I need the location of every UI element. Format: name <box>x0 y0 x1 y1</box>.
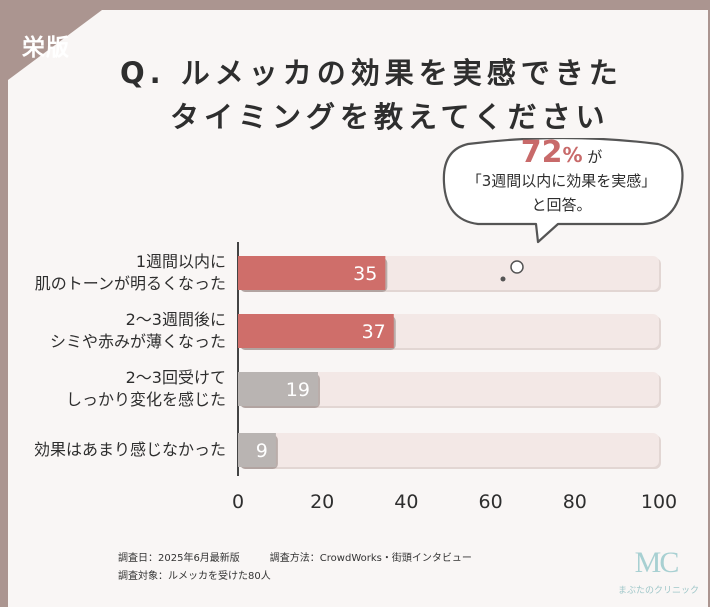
x-tick-label: 20 <box>310 491 334 513</box>
clinic-logo-name: まぶたのクリニック <box>618 586 700 596</box>
chart-title-line2: タイミングを教えてください <box>170 100 610 134</box>
decor-dot <box>500 276 506 282</box>
survey-card: 栄版 <box>8 10 708 607</box>
bar <box>238 256 386 290</box>
callout-ga: が <box>587 148 603 166</box>
bar-value-label: 19 <box>286 379 310 401</box>
decor-dot <box>510 260 524 274</box>
chart-title-line1: Q. ルメッカの効果を実感できた <box>120 56 623 90</box>
category-label-line: 肌のトーンが明るくなった <box>34 274 226 293</box>
category-label-line: 2〜3週間後に <box>125 310 226 329</box>
category-label: 2〜3週間後にシミや赤みが薄くなった <box>50 309 226 353</box>
category-label-line: 1週間以内に <box>135 252 226 271</box>
category-label-line: しっかり変化を感じた <box>65 390 226 409</box>
bar <box>238 433 276 467</box>
bar-value-label: 35 <box>353 263 377 285</box>
survey-info-line2: 調査対象：ルメッカを受けた80人 <box>118 571 271 582</box>
x-tick-label: 0 <box>232 491 244 513</box>
clinic-logo-mark: MC <box>635 546 681 578</box>
callout-percent-unit: % <box>562 143 583 167</box>
category-label-line: 2〜3回受けて <box>125 368 226 387</box>
x-tick-label: 40 <box>394 491 418 513</box>
bar-value-label: 37 <box>362 321 386 343</box>
callout-line2: 「3週間以内に効果を実感」 <box>466 172 657 190</box>
category-label-line: シミや赤みが薄くなった <box>49 332 226 351</box>
speech-bubble <box>442 138 684 244</box>
corner-badge-label: 栄版 <box>22 35 70 61</box>
bar-value-label: 9 <box>256 440 268 462</box>
x-tick-label: 80 <box>563 491 587 513</box>
bar <box>238 372 318 406</box>
bar-track <box>238 433 659 467</box>
category-label: 2〜3回受けてしっかり変化を感じた <box>66 367 226 411</box>
logo-mark-text: MC <box>635 546 679 578</box>
bar <box>238 314 394 348</box>
callout-percent: 72 <box>520 135 563 170</box>
speech-bubble-text: 72% が 「3週間以内に効果を実感」 と回答。 <box>449 138 674 217</box>
category-label: 効果はあまり感じなかった <box>34 439 226 461</box>
category-label: 1週間以内に肌のトーンが明るくなった <box>35 251 226 295</box>
x-tick-label: 100 <box>641 491 677 513</box>
bar-track <box>238 372 659 406</box>
category-label-line: 効果はあまり感じなかった <box>33 440 226 459</box>
survey-info-line1: 調査日：2025年6月最新版 調査方法：CrowdWorks・街頭インタビュー <box>118 553 472 564</box>
callout-line3: と回答。 <box>531 196 592 214</box>
x-tick-label: 60 <box>479 491 503 513</box>
callout-line1: 72% が <box>449 138 674 169</box>
